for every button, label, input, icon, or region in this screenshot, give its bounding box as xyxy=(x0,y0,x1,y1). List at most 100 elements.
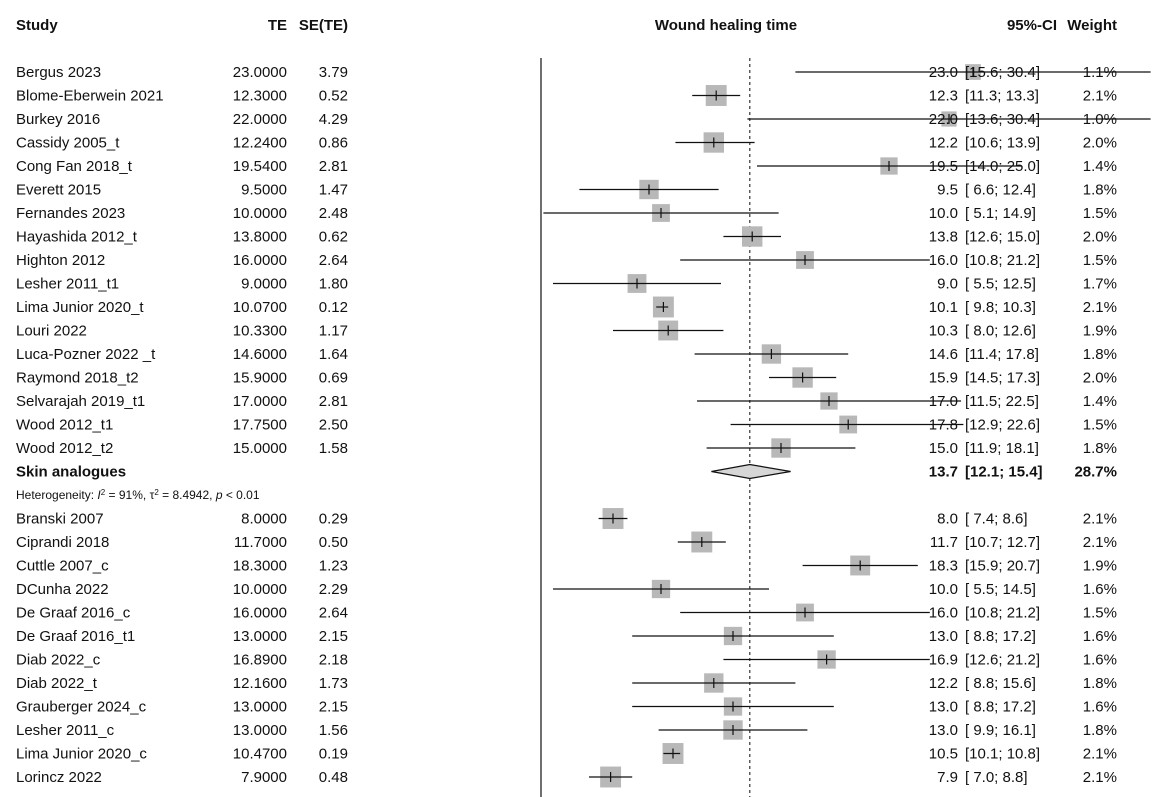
treatment-effect-value: 10.0700 xyxy=(233,299,287,316)
study-name: Grauberger 2024_c xyxy=(16,699,147,716)
weight-value: 2.1% xyxy=(1083,769,1117,786)
weight-value: 2.1% xyxy=(1083,534,1117,551)
study-rows: Bergus 2023 23.0000 3.79 23.0 [15.6; 30.4] 1.… xyxy=(16,64,1151,788)
treatment-effect-value: 14.6000 xyxy=(233,346,287,363)
confidence-interval-value: [10.8; 21.2] xyxy=(965,252,1040,269)
standard-error-value: 2.64 xyxy=(319,605,348,622)
confidence-interval-value: [ 9.8; 10.3] xyxy=(965,299,1036,316)
pooled-estimate-diamond xyxy=(711,463,791,480)
treatment-effect-value: 10.0000 xyxy=(233,205,287,222)
standard-error-value: 0.50 xyxy=(319,534,348,551)
treatment-effect-value: 17.0000 xyxy=(233,393,287,410)
study-name: Ciprandi 2018 xyxy=(16,534,109,551)
treatment-effect-value: 19.5400 xyxy=(233,158,287,175)
standard-error-value: 1.73 xyxy=(319,675,348,692)
weight-value: 1.8% xyxy=(1083,675,1117,692)
estimate-value: 16.0 xyxy=(929,605,958,622)
confidence-interval-value: [11.3; 13.3] xyxy=(965,88,1039,105)
standard-error-value: 2.64 xyxy=(319,252,348,269)
weight-value: 1.5% xyxy=(1083,252,1117,269)
study-name: Diab 2022_c xyxy=(16,652,101,669)
weight-value: 1.5% xyxy=(1083,205,1117,222)
study-name: Fernandes 2023 xyxy=(16,205,125,222)
weight-value: 1.7% xyxy=(1083,276,1117,293)
weight-value: 2.1% xyxy=(1083,299,1117,316)
confidence-interval-value: [12.6; 15.0] xyxy=(965,229,1040,246)
plot-title: Wound healing time xyxy=(655,17,797,34)
confidence-interval-value: [10.7; 12.7] xyxy=(965,534,1040,551)
estimate-value: 16.9 xyxy=(929,652,958,669)
study-name: Cassidy 2005_t xyxy=(16,135,120,152)
estimate-value: 13.0 xyxy=(929,722,958,739)
treatment-effect-value: 7.9000 xyxy=(241,769,287,786)
weight-value: 1.8% xyxy=(1083,346,1117,363)
confidence-interval-value: [ 8.8; 17.2] xyxy=(965,699,1036,716)
column-header-ci: 95%-CI xyxy=(1007,17,1057,34)
standard-error-value: 2.29 xyxy=(319,581,348,598)
column-header-study: Study xyxy=(16,17,58,34)
standard-error-value: 2.18 xyxy=(319,652,348,669)
estimate-value: 12.2 xyxy=(929,675,958,692)
standard-error-value: 0.19 xyxy=(319,746,348,763)
weight-value: 1.8% xyxy=(1083,440,1117,457)
confidence-interval-value: [ 8.8; 15.6] xyxy=(965,675,1036,692)
study-name: Hayashida 2012_t xyxy=(16,229,138,246)
confidence-interval-value: [ 5.1; 14.9] xyxy=(965,205,1036,222)
weight-value: 1.6% xyxy=(1083,581,1117,598)
study-name: Cong Fan 2018_t xyxy=(16,158,133,175)
study-name: Lesher 2011_t1 xyxy=(16,276,119,293)
study-name: Blome-Eberwein 2021 xyxy=(16,88,164,105)
estimate-value: 23.0 xyxy=(929,64,958,81)
weight-value: 1.9% xyxy=(1083,558,1117,575)
treatment-effect-value: 9.5000 xyxy=(241,182,287,199)
weight-value: 1.8% xyxy=(1083,182,1117,199)
estimate-value: 16.0 xyxy=(929,252,958,269)
study-name: Bergus 2023 xyxy=(16,64,101,81)
treatment-effect-value: 16.8900 xyxy=(233,652,287,669)
study-name: Lima Junior 2020_c xyxy=(16,746,147,763)
estimate-value: 15.0 xyxy=(929,440,958,457)
confidence-interval-value: [ 8.8; 17.2] xyxy=(965,628,1036,645)
estimate-value: 13.0 xyxy=(929,628,958,645)
study-name: Highton 2012 xyxy=(16,252,105,269)
weight-value: 1.4% xyxy=(1083,158,1117,175)
weight-value: 1.1% xyxy=(1083,64,1117,81)
treatment-effect-value: 13.8000 xyxy=(233,229,287,246)
confidence-interval-value: [12.9; 22.6] xyxy=(965,417,1040,434)
confidence-interval-value: [ 5.5; 12.5] xyxy=(965,276,1036,293)
confidence-interval-value: [ 5.5; 14.5] xyxy=(965,581,1036,598)
weight-value: 2.1% xyxy=(1083,511,1117,528)
column-header-weight: Weight xyxy=(1067,17,1117,34)
estimate-value: 11.7 xyxy=(930,534,958,551)
heterogeneity-stats: Heterogeneity: I2 = 91%, τ2 = 8.4942, p … xyxy=(16,488,260,503)
standard-error-value: 0.12 xyxy=(319,299,348,316)
estimate-value: 19.5 xyxy=(929,158,958,175)
treatment-effect-value: 13.0000 xyxy=(233,628,287,645)
estimate-value: 10.5 xyxy=(929,746,958,763)
estimate-value: 10.0 xyxy=(929,581,958,598)
estimate-value: 14.6 xyxy=(929,346,958,363)
standard-error-value: 2.48 xyxy=(319,205,348,222)
estimate-value: 13.8 xyxy=(929,229,958,246)
study-name: DCunha 2022 xyxy=(16,581,109,598)
confidence-interval-value: [ 9.9; 16.1] xyxy=(965,722,1036,739)
confidence-interval-value: [11.9; 18.1] xyxy=(965,440,1039,457)
column-header-se: SE(TE) xyxy=(299,17,348,34)
study-name: Lima Junior 2020_t xyxy=(16,299,144,316)
standard-error-value: 1.17 xyxy=(319,323,348,340)
treatment-effect-value: 10.4700 xyxy=(233,746,287,763)
estimate-value: 10.0 xyxy=(929,205,958,222)
weight-value: 2.0% xyxy=(1083,370,1117,387)
confidence-interval-value: [14.0; 25.0] xyxy=(965,158,1040,175)
treatment-effect-value: 22.0000 xyxy=(233,111,287,128)
study-name: Wood 2012_t1 xyxy=(16,417,113,434)
weight-value: 1.6% xyxy=(1083,628,1117,645)
weight-value: 2.0% xyxy=(1083,229,1117,246)
standard-error-value: 2.15 xyxy=(319,628,348,645)
confidence-interval-value: [12.6; 21.2] xyxy=(965,652,1040,669)
study-name: Selvarajah 2019_t1 xyxy=(16,393,145,410)
confidence-interval-value: [ 7.4; 8.6] xyxy=(965,511,1028,528)
estimate-value: 7.9 xyxy=(937,769,958,786)
standard-error-value: 0.48 xyxy=(319,769,348,786)
confidence-interval-value: [15.9; 20.7] xyxy=(965,558,1040,575)
